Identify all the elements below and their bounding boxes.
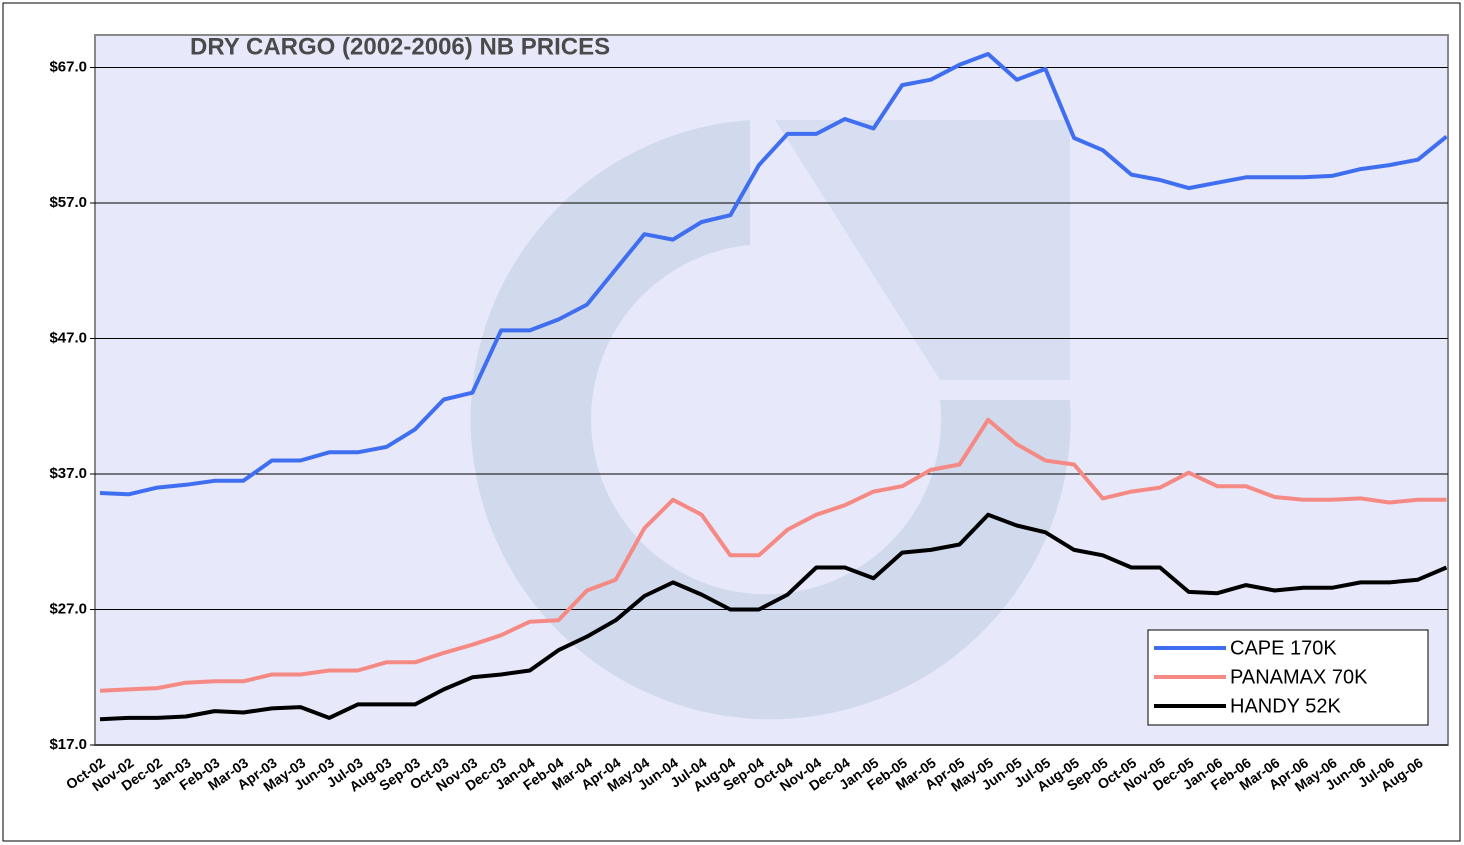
y-tick-label: $37.0 <box>49 465 87 482</box>
legend-box <box>1147 629 1429 726</box>
y-tick-label: $17.0 <box>49 736 87 753</box>
y-tick-label: $57.0 <box>49 194 87 211</box>
legend-label: PANAMAX 70K <box>1230 666 1368 688</box>
chart-title: DRY CARGO (2002-2006) NB PRICES <box>190 33 610 60</box>
series-line <box>99 417 1447 693</box>
y-tick-label: $67.0 <box>49 58 87 75</box>
y-tick-label: $47.0 <box>49 329 87 346</box>
legend-label: HANDY 52K <box>1230 695 1341 717</box>
y-tick-label: $27.0 <box>49 600 87 617</box>
legend-label: CAPE 170K <box>1230 637 1337 659</box>
series-line <box>99 512 1448 722</box>
series-line <box>99 52 1448 497</box>
